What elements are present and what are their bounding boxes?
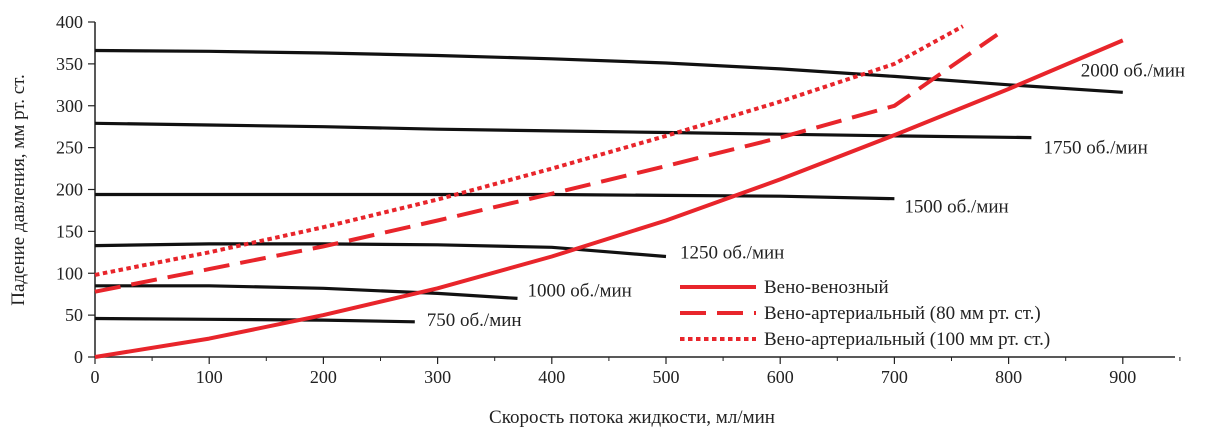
x-tick-label: 0 — [91, 367, 100, 387]
rpm-curve-line — [95, 284, 518, 300]
legend-label: Вено-венозный — [764, 277, 889, 298]
x-tick-label: 800 — [995, 367, 1022, 387]
x-tick-label: 700 — [881, 367, 908, 387]
rpm-curve-label: 2000 об./мин — [1081, 60, 1185, 81]
rpm-curve-label: 750 об./мин — [427, 310, 522, 331]
rpm-curve-line — [94, 316, 415, 324]
y-axis-label: Падение давления, мм рт. ст. — [8, 74, 29, 306]
rpm-curve-label: 1500 об./мин — [904, 197, 1008, 218]
y-tick-label: 150 — [56, 221, 83, 241]
x-tick-label: 500 — [653, 367, 680, 387]
y-tick-label: 100 — [56, 263, 83, 283]
rpm-curve-line — [94, 121, 1032, 140]
x-tick-label: 100 — [196, 367, 223, 387]
y-tick-label: 0 — [74, 347, 83, 367]
legend-label: Вено-артериальный (80 мм рт. ст.) — [764, 303, 1041, 324]
legend: Вено-венозный Вено-артериальный (80 мм рт… — [680, 277, 1050, 350]
curve-labels: 2000 об./мин 1750 об./мин 1500 об./мин 1250… — [427, 60, 1185, 330]
x-tick-label: 200 — [310, 367, 337, 387]
rpm-curve-line — [94, 48, 1123, 94]
x-tick-label: 400 — [538, 367, 565, 387]
y-tick-label: 350 — [56, 54, 83, 74]
y-tick-label: 400 — [56, 12, 83, 32]
y-tick-label: 300 — [56, 96, 83, 116]
x-tick-label: 600 — [767, 367, 794, 387]
y-tick-label: 50 — [65, 305, 83, 325]
x-tick-label: 300 — [424, 367, 451, 387]
x-tick-label: 900 — [1109, 367, 1136, 387]
y-tick-label: 200 — [56, 180, 83, 200]
series-line-dotted — [94, 24, 964, 277]
x-axis-label: Скорость потока жидкости, мл/мин — [489, 407, 775, 428]
y-tick-label: 250 — [56, 138, 83, 158]
rpm-curve-label: 1250 об./мин — [680, 243, 784, 264]
series-line-dashed — [94, 32, 999, 294]
circuit-curves — [94, 24, 1124, 359]
axes: 0 100 200 300 400 500 600 700 800 900 0 50 100 150 200… — [56, 12, 1181, 387]
rpm-curve-label: 1750 об./мин — [1043, 138, 1147, 159]
rpm-curve-label: 1000 об./мин — [528, 280, 632, 301]
series-line-solid — [94, 38, 1124, 359]
legend-label: Вено-артериальный (100 мм рт. ст.) — [764, 329, 1050, 350]
rpm-curve-line — [95, 192, 895, 201]
